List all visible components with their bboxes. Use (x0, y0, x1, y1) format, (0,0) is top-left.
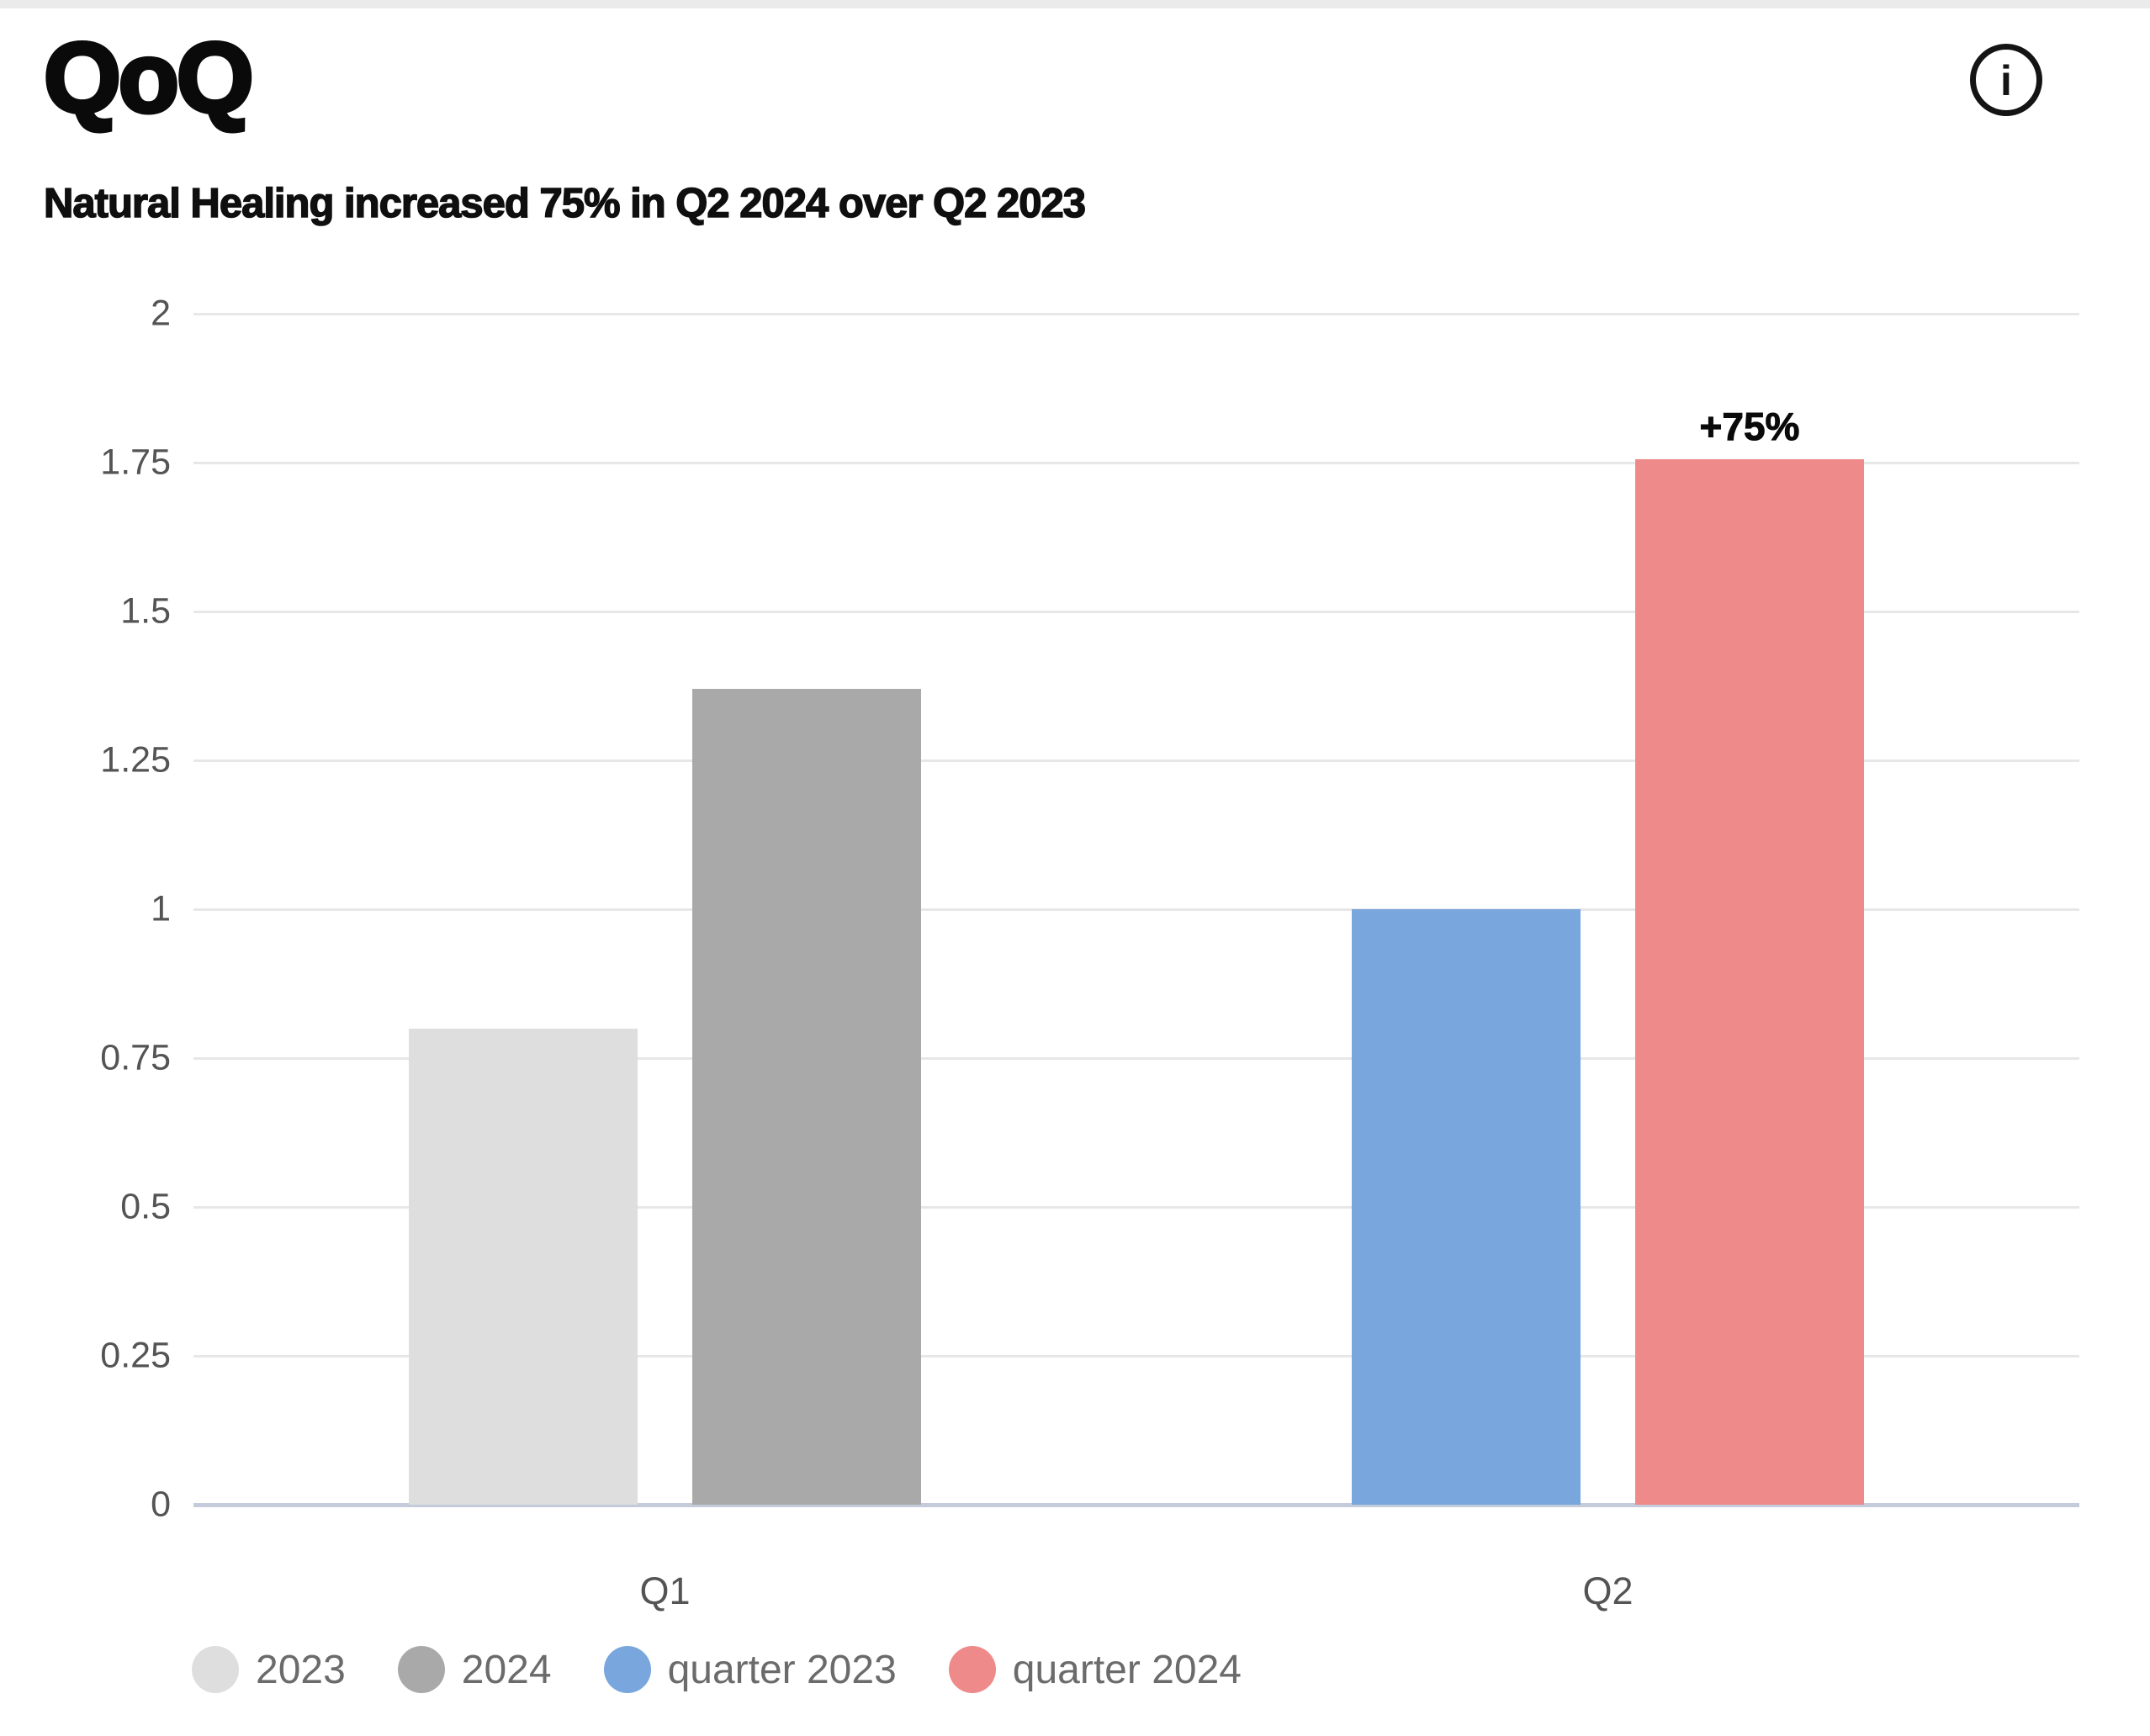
info-icon[interactable]: i (1970, 44, 2042, 116)
legend-label: 2023 (256, 1647, 346, 1692)
y-axis-tick-label: 0.5 (120, 1186, 171, 1227)
y-axis-tick-label: 0 (151, 1484, 171, 1525)
bar-quarter-2023[interactable] (1352, 909, 1581, 1505)
legend-item-quarter-2023[interactable]: quarter 2023 (603, 1646, 897, 1693)
bar-2023[interactable] (409, 1028, 638, 1505)
y-axis-tick-label: 2 (151, 293, 171, 334)
x-axis-line (193, 1503, 2079, 1507)
legend-swatch-icon (397, 1646, 445, 1693)
top-strip (0, 0, 2150, 8)
legend-swatch-icon (192, 1646, 239, 1693)
info-icon-glyph: i (2000, 57, 2012, 104)
legend-label: 2024 (461, 1647, 552, 1692)
gridline (193, 313, 2079, 315)
gridline (193, 1206, 2079, 1209)
bar-value-label: +75% (1699, 405, 1800, 449)
y-axis-tick-label: 0.75 (100, 1037, 171, 1078)
legend-swatch-icon (603, 1646, 651, 1693)
y-axis-tick-label: 1.75 (100, 442, 171, 483)
legend-item-quarter-2024[interactable]: quarter 2024 (948, 1646, 1242, 1693)
gridline (193, 611, 2079, 613)
gridline (193, 908, 2079, 911)
app-logo: QoQ (42, 21, 257, 136)
legend-item-2024[interactable]: 2024 (397, 1646, 552, 1693)
y-axis-tick-label: 1 (151, 888, 171, 929)
bar-quarter-2024[interactable] (1635, 459, 1864, 1505)
x-axis-category-label: Q2 (1582, 1569, 1634, 1612)
gridline (193, 1057, 2079, 1060)
bar-2024[interactable] (692, 689, 921, 1505)
gridline (193, 760, 2079, 762)
legend-item-2023[interactable]: 2023 (192, 1646, 346, 1693)
chart-legend: 2023 2024 quarter 2023 quarter 2024 (192, 1642, 1242, 1697)
y-axis-tick-label: 1.5 (120, 590, 171, 632)
y-axis-tick-label: 0.25 (100, 1335, 171, 1376)
gridline (193, 462, 2079, 464)
gridline (193, 1355, 2079, 1358)
legend-label: quarter 2023 (667, 1647, 897, 1692)
y-axis-tick-label: 1.25 (100, 739, 171, 781)
x-axis-category-label: Q1 (639, 1569, 691, 1612)
chart-title: Natural Healing increased 75% in Q2 2024… (43, 180, 1087, 227)
legend-label: quarter 2024 (1012, 1647, 1242, 1692)
legend-swatch-icon (948, 1646, 996, 1693)
